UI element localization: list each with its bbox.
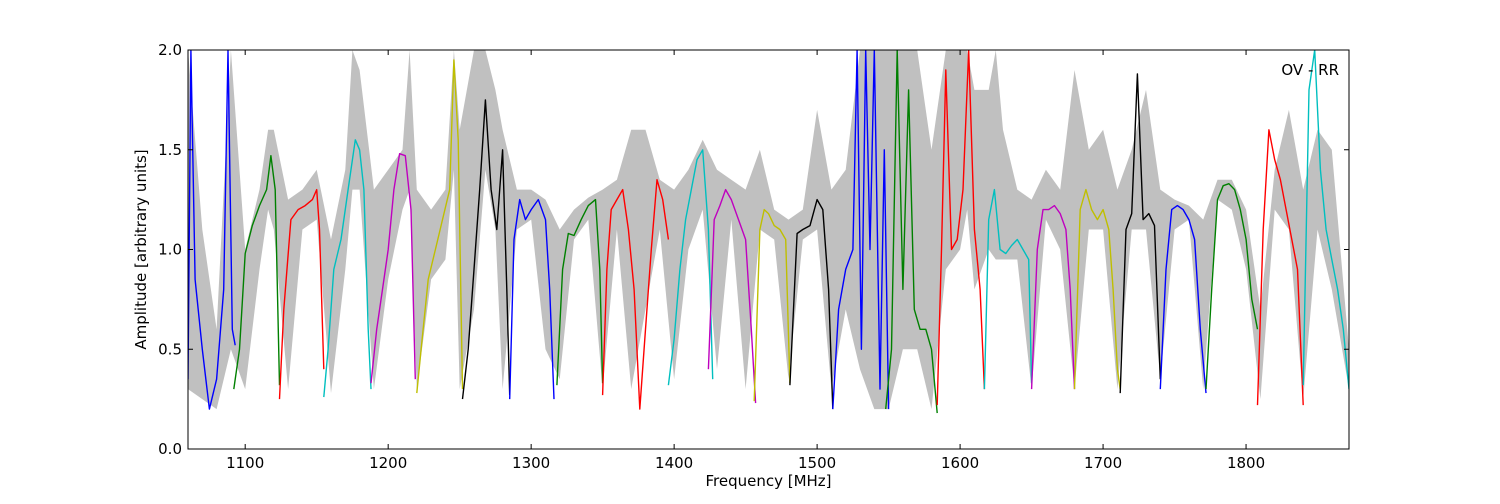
x-tick-label: 1500 bbox=[798, 454, 836, 472]
series-line-4 bbox=[323, 139, 372, 398]
series-line-12 bbox=[707, 188, 757, 404]
series-line-10 bbox=[601, 178, 670, 410]
series-line-21 bbox=[1119, 73, 1161, 394]
series-line-1 bbox=[188, 50, 236, 410]
series-line-6 bbox=[416, 59, 464, 394]
y-tick-label: 0.5 bbox=[158, 340, 182, 358]
series-line-13 bbox=[753, 208, 791, 402]
x-tick-label: 1200 bbox=[369, 454, 407, 472]
y-axis-label: Amplitude [arbitrary units] bbox=[132, 149, 150, 349]
y-tick-label: 1.5 bbox=[158, 141, 182, 159]
y-tick-label: 0.0 bbox=[158, 440, 182, 458]
series-line-19 bbox=[1030, 204, 1076, 390]
chart-annotation: OV - RR bbox=[1281, 61, 1339, 79]
envelope-band bbox=[188, 50, 1349, 410]
x-tick-label: 1100 bbox=[226, 454, 264, 472]
y-tick-label: 1.0 bbox=[158, 241, 182, 259]
series-line-16 bbox=[885, 50, 938, 414]
series-line-14 bbox=[789, 198, 834, 410]
y-axis: 0.0 0.5 1.0 1.5 2.0 bbox=[158, 41, 1349, 458]
x-tick-label: 1600 bbox=[941, 454, 979, 472]
x-tick-label: 1700 bbox=[1084, 454, 1122, 472]
x-tick-label: 1400 bbox=[655, 454, 693, 472]
series-line-11 bbox=[667, 149, 714, 386]
x-tick-label: 1800 bbox=[1227, 454, 1265, 472]
series-line-9 bbox=[556, 198, 604, 386]
x-tick-label: 1300 bbox=[512, 454, 550, 472]
series-line-17 bbox=[936, 50, 986, 406]
series-line-22 bbox=[1159, 204, 1207, 394]
series-line-15 bbox=[832, 50, 890, 410]
series-line-18 bbox=[983, 188, 1033, 390]
series-line-25 bbox=[1302, 50, 1349, 390]
x-axis: 1100 1200 1300 1400 1500 1600 1700 1800 bbox=[226, 50, 1265, 472]
x-axis-label: Frequency [MHz] bbox=[705, 472, 831, 490]
series-line-23 bbox=[1205, 182, 1259, 390]
series-line-24 bbox=[1256, 129, 1304, 406]
envelope-layer bbox=[188, 50, 1349, 410]
series-line-5 bbox=[370, 152, 416, 384]
series-layer bbox=[188, 50, 1349, 414]
series-line-8 bbox=[509, 198, 555, 400]
series-line-7 bbox=[461, 99, 511, 400]
y-tick-label: 2.0 bbox=[158, 41, 182, 59]
series-line-2 bbox=[233, 154, 281, 390]
series-line-20 bbox=[1073, 188, 1121, 390]
series-line-3 bbox=[278, 188, 325, 400]
